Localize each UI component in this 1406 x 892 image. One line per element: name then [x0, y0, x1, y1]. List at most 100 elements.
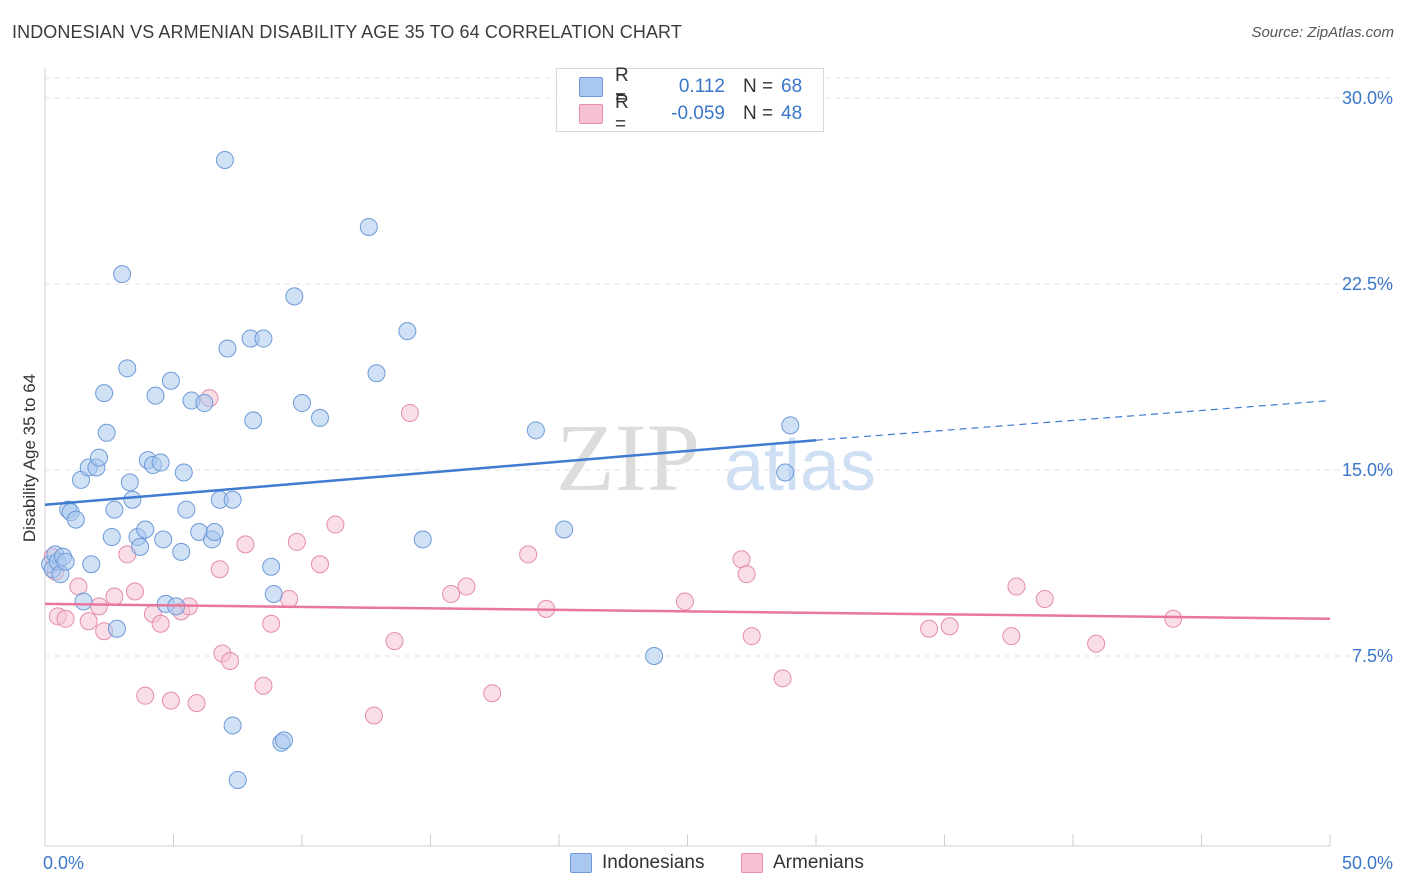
indonesians-point [118, 359, 137, 378]
legend-r-label: R = [615, 92, 629, 135]
indonesians-point [136, 520, 155, 539]
indonesians-point [223, 716, 242, 735]
indonesians-point [154, 530, 173, 549]
armenians-point [773, 669, 792, 688]
legend-row-armenians: R = -0.059 N = 48 [557, 92, 802, 135]
indonesians-point [56, 552, 75, 571]
indonesians-point [285, 287, 304, 306]
armenians-point [742, 627, 761, 646]
indonesians-point [275, 731, 294, 750]
indonesians-points [41, 151, 800, 789]
armenians-point [457, 577, 476, 596]
armenians-point [221, 651, 240, 670]
indonesians-point [215, 151, 234, 169]
armenians-point [210, 560, 229, 579]
indonesians-point [89, 448, 108, 467]
indonesians-point [218, 339, 237, 358]
indonesians-point [66, 510, 85, 529]
legend-r-label: R = [615, 65, 629, 108]
indonesians-point [645, 647, 664, 665]
armenians-point [187, 694, 206, 713]
indonesians-point [262, 557, 281, 576]
armenians-point [89, 597, 108, 616]
armenians-point [236, 535, 255, 554]
armenians-points [43, 389, 1183, 725]
armenians-point [1164, 609, 1183, 628]
indonesians-trend-projection [815, 399, 1331, 441]
armenians-point [400, 403, 419, 422]
indonesians-point [781, 416, 800, 435]
indonesians-point [228, 771, 247, 789]
x-tick-label: 0.0% [43, 853, 84, 873]
armenians-point [326, 515, 345, 534]
armenians-point [287, 532, 306, 551]
legend-r-value: 0.112 [678, 76, 725, 97]
indonesians-point [107, 619, 126, 638]
armenians-point [519, 545, 538, 564]
legend-label-indonesians: Indonesians [602, 852, 705, 873]
indonesians-point [74, 592, 93, 611]
axis-layer [44, 68, 1331, 847]
armenians-point [940, 617, 959, 636]
legend-n-label: N = [743, 76, 774, 97]
indonesians-point [310, 408, 329, 427]
legend-r-value: -0.059 [671, 103, 725, 124]
x-tick-label: 50.0% [1342, 853, 1393, 873]
indonesians-point [359, 217, 378, 236]
indonesians-point [82, 555, 101, 574]
armenians-point [920, 619, 939, 638]
armenians-point [56, 609, 75, 628]
indonesians-point [555, 520, 574, 539]
watermark-zip: ZIP [556, 404, 700, 511]
indonesians-point [413, 530, 432, 549]
indonesians-point [293, 394, 311, 413]
watermark-atlas: atlas [724, 426, 876, 506]
source-label: Source: ZipAtlas.com [1251, 24, 1394, 41]
legend-label-armenians: Armenians [773, 852, 864, 873]
indonesians-point [120, 473, 139, 492]
indonesians-point [174, 463, 193, 482]
indonesians-point [105, 500, 124, 519]
armenians-point [385, 632, 404, 651]
armenians-point [151, 614, 170, 633]
indonesians-point [123, 490, 142, 509]
legend-row-indonesians: R = 0.112 N = 68 [557, 65, 803, 108]
indonesians-point [526, 421, 545, 440]
armenians-point [675, 592, 694, 611]
indonesians-point [264, 585, 283, 603]
legend-n-value: 68 [781, 76, 803, 97]
armenians-point [280, 589, 299, 608]
legend-swatch-pink [741, 853, 763, 873]
armenians-point [262, 614, 281, 633]
legend-item-indonesians[interactable]: Indonesians [570, 852, 704, 874]
indonesians-point [223, 490, 242, 509]
indonesians-point [131, 537, 150, 556]
indonesians-point [161, 371, 180, 390]
armenians-point [483, 684, 502, 703]
y-axis-label: Disability Age 35 to 64 [20, 373, 39, 543]
legend-swatch-blue [570, 853, 592, 873]
indonesians-point [95, 384, 114, 403]
indonesians-trend-line [44, 438, 817, 506]
y-tick-label: 7.5% [1352, 646, 1393, 666]
grid-layer [45, 77, 1392, 657]
indonesians-point [254, 329, 273, 348]
y-tick-label: 30.0% [1342, 88, 1393, 108]
armenians-point [1002, 627, 1021, 646]
indonesians-point [398, 322, 417, 341]
y-tick-label: 22.5% [1342, 274, 1393, 294]
chart-title: INDONESIAN VS ARMENIAN DISABILITY AGE 35… [12, 22, 682, 42]
legend-swatch-blue [579, 77, 603, 97]
indonesians-point [205, 523, 224, 541]
armenians-point [161, 691, 180, 710]
trend-lines [44, 399, 1331, 621]
armenians-point [310, 555, 329, 574]
armenians-point [136, 686, 155, 705]
correlation-legend: R = 0.112 N = 68 R = -0.059 N = 48 [556, 65, 824, 135]
legend-item-armenians[interactable]: Armenians [741, 852, 864, 874]
armenians-point [105, 587, 124, 606]
indonesians-point [244, 411, 263, 430]
y-tick-label: 15.0% [1342, 460, 1393, 480]
armenians-point [1087, 634, 1106, 653]
